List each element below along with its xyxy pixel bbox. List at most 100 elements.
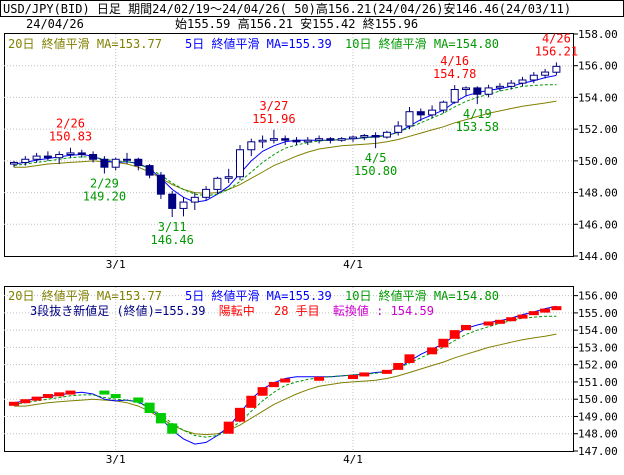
brick-up [393, 362, 404, 370]
lb-ma-line-20 [14, 333, 557, 436]
price-plot-frame [4, 33, 574, 257]
brick-up [20, 399, 31, 404]
price-ytick-label: 144.00 [578, 250, 618, 263]
lb-ytick-label: 151.00 [578, 376, 618, 389]
brick-up [427, 347, 438, 355]
candle-body-up [202, 188, 211, 198]
candle [541, 68, 550, 79]
candle-body-up [123, 158, 131, 161]
candle [111, 157, 120, 171]
brick-up [280, 378, 291, 383]
legend-ma10: 10日 終値平滑 MA=154.80 [345, 36, 499, 51]
brick-down [167, 423, 178, 434]
annotation-date: 4/19 [463, 107, 492, 121]
candle [518, 76, 527, 87]
line-break-legend: 20日 終値平滑 MA=153.77 5日 終値平滑 MA=155.39 10日… [8, 288, 499, 318]
candle [473, 86, 482, 105]
price-ytick-label: 152.00 [578, 123, 618, 136]
annotation-value: 146.46 [151, 233, 194, 247]
legend-ma5: 5日 終値平滑 MA=155.39 [185, 36, 332, 51]
candle-body-up [10, 161, 18, 165]
price-ytick-label: 158.00 [578, 28, 618, 41]
candle-body-up [236, 149, 244, 178]
candle-body-up [484, 87, 493, 95]
annotation-value: 154.78 [433, 67, 476, 81]
lb-ytick-label: 153.00 [578, 341, 618, 354]
annotation-value: 153.58 [456, 120, 499, 134]
brick-up [223, 421, 234, 434]
candle [292, 137, 301, 145]
candle [507, 79, 516, 90]
candle-body-up [55, 154, 64, 159]
brick-up [540, 308, 551, 313]
candle [21, 156, 30, 166]
candle [349, 135, 357, 142]
annotation-date: 3/11 [158, 220, 187, 234]
candle [382, 130, 391, 139]
candle-body-up [337, 138, 346, 141]
candle [224, 168, 233, 184]
lb-ytick-label: 154.00 [578, 324, 618, 337]
brick-up [268, 381, 279, 388]
candlesticks [10, 62, 561, 217]
status-step: 28 手目 [274, 304, 320, 318]
brick-up [235, 407, 245, 422]
annotation-date: 4/26 [542, 31, 571, 45]
annotation-value: 149.20 [83, 190, 126, 204]
candle [179, 197, 188, 217]
candle [134, 157, 143, 171]
brick-down [133, 397, 144, 403]
brick-down [155, 413, 166, 424]
candle [77, 149, 86, 158]
candle-body-down [416, 111, 425, 116]
price-ytick-label: 146.00 [578, 218, 618, 231]
header-ohlc: 始155.59 高156.21 安155.42 終155.96 [175, 16, 418, 31]
brick-up [9, 401, 19, 406]
line-break-y-axis: 147.00 148.00 149.00 150.00 151.00 152.00 153.… [574, 290, 618, 458]
candle [462, 86, 470, 96]
brick-up [551, 306, 562, 311]
header: USD/JPY(BID) 日足 期間24/02/19～24/04/26( 50)… [0, 0, 624, 31]
candle [439, 100, 448, 114]
candle [360, 133, 369, 141]
candle [281, 135, 290, 145]
brick-up [348, 375, 358, 380]
candle-body-up [462, 87, 470, 90]
candle [123, 152, 131, 165]
lb-xtick-label: 3/1 [106, 453, 126, 466]
annotation-value: 150.80 [354, 164, 397, 178]
candle [145, 164, 154, 179]
brick-up [461, 324, 471, 331]
candle-body-up [66, 152, 75, 156]
header-date: 24/04/26 [26, 17, 84, 31]
candle [552, 62, 561, 75]
annotation-date: 4/16 [440, 54, 469, 68]
lb-ytick-label: 148.00 [578, 428, 618, 441]
brick-up [381, 369, 392, 374]
line-break-bricks [9, 306, 562, 434]
brick-up [31, 396, 42, 401]
price-ytick-label: 150.00 [578, 155, 618, 168]
candle [100, 156, 109, 174]
candle-body-down [43, 155, 52, 159]
candle-body-up [495, 85, 504, 89]
candle-body-up [360, 134, 369, 138]
candle-body-down [77, 152, 86, 156]
brick-up [246, 395, 257, 408]
price-ytick-label: 156.00 [578, 60, 618, 73]
brick-up [359, 372, 370, 377]
brick-up [494, 319, 505, 324]
lb-ytick-label: 149.00 [578, 410, 618, 423]
brick-up [257, 387, 268, 396]
candle [495, 83, 504, 92]
candle-body-up [315, 138, 324, 141]
candle [371, 132, 380, 149]
candle [315, 135, 324, 144]
candle [303, 137, 312, 145]
price-xtick-label: 4/1 [343, 258, 363, 271]
candle [202, 186, 211, 201]
candle-body-up [552, 65, 561, 73]
status-line: 3段抜き新値足 (終値)=155.39 陽転中 28 手目 転換値 : 154.… [30, 303, 434, 318]
candle-body-down [473, 87, 482, 95]
